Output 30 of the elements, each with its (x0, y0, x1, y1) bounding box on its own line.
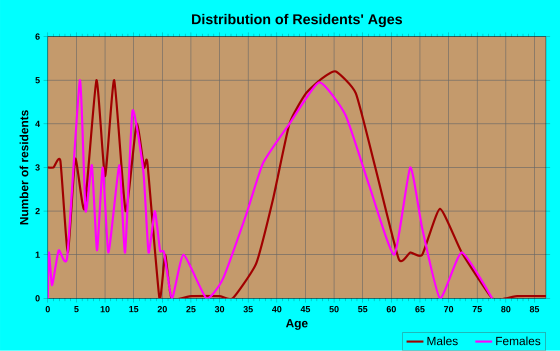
x-tick-label: 55 (358, 306, 368, 312)
y-tick-label: 5 (35, 77, 40, 84)
x-tick-label: 60 (386, 306, 396, 312)
chart-title: Distribution of Residents' Ages (192, 14, 402, 28)
x-tick-label: 25 (186, 306, 196, 312)
x-tick-label: 45 (300, 306, 310, 312)
y-tick-label: 4 (35, 120, 40, 128)
legend-label: Males (427, 336, 458, 346)
x-tick-label: 75 (472, 306, 482, 312)
x-tick-label: 40 (272, 306, 282, 312)
x-tick-label: 65 (415, 306, 425, 312)
x-tick-label: 50 (329, 306, 339, 312)
x-tick-label: 20 (158, 306, 167, 312)
x-axis-title: Age (286, 319, 308, 330)
y-tick-label: 1 (36, 252, 40, 258)
x-tick-label: 0 (46, 306, 50, 312)
x-tick-label: 70 (444, 306, 454, 312)
x-tick-label: 35 (243, 306, 253, 312)
x-tick-label: 10 (100, 306, 110, 312)
y-tick-label: 6 (35, 34, 40, 40)
legend-label: Females (496, 336, 540, 346)
x-tick-label: 80 (501, 306, 510, 312)
x-tick-label: 85 (530, 306, 540, 312)
y-axis-title: Number of residents (20, 110, 28, 224)
x-tick-label: 15 (129, 306, 138, 312)
y-tick-label: 2 (35, 208, 40, 214)
x-tick-label: 5 (74, 306, 79, 312)
y-tick-label: 3 (35, 164, 40, 171)
x-tick-label: 30 (214, 306, 224, 312)
y-tick-label: 0 (35, 295, 40, 302)
